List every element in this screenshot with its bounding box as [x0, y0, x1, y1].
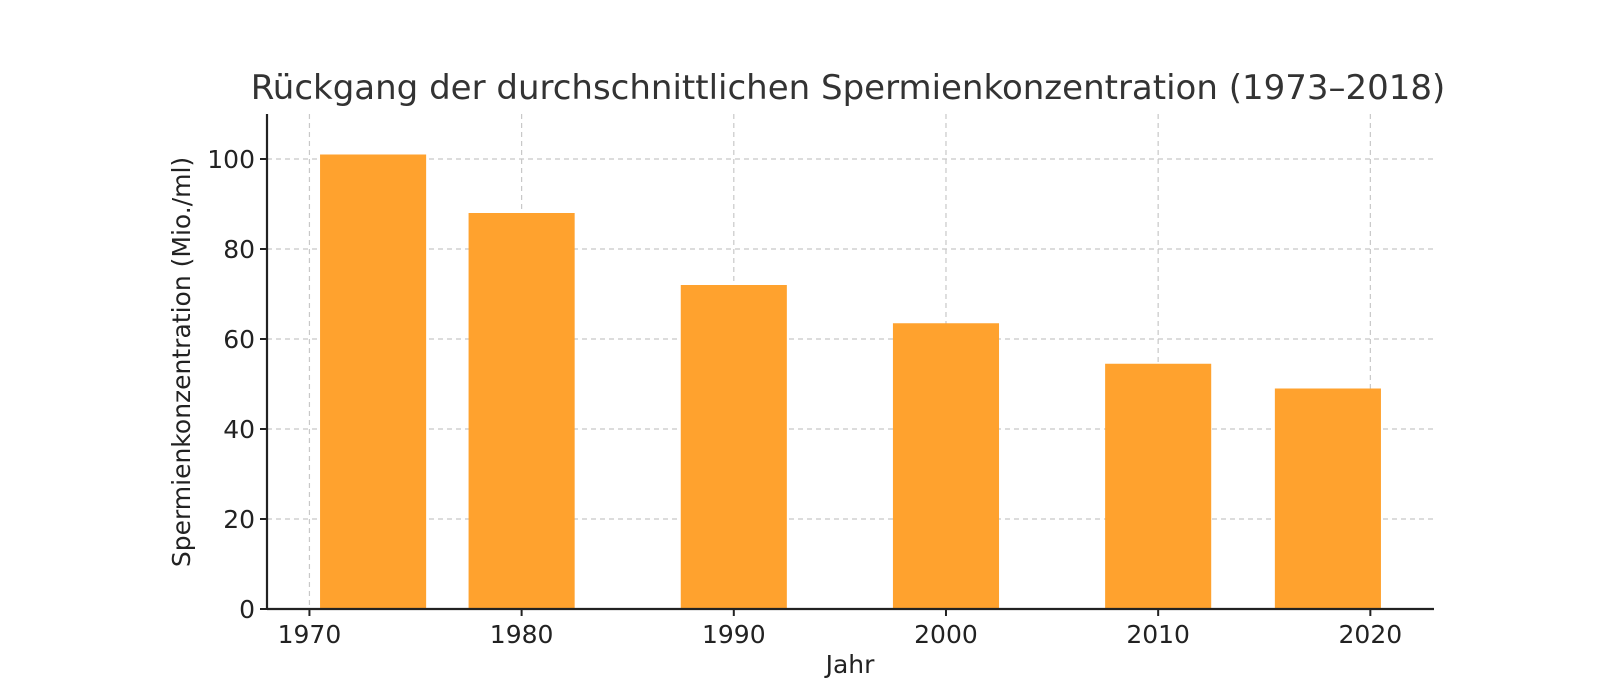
- bar: [1105, 363, 1212, 609]
- y-tick-label: 100: [207, 145, 255, 174]
- y-axis-label: Spermienkonzentration (Mio./ml): [167, 157, 196, 567]
- x-tick-label: 1990: [702, 620, 766, 649]
- x-tick-label: 1970: [278, 620, 342, 649]
- x-tick-label: 2000: [914, 620, 978, 649]
- bars: [320, 154, 1381, 609]
- y-tick-label: 60: [223, 325, 255, 354]
- y-tick-label: 0: [239, 595, 255, 624]
- x-tick-label: 2010: [1126, 620, 1190, 649]
- grid: [267, 114, 1434, 609]
- y-tick-label: 20: [223, 505, 255, 534]
- x-tick-label: 2020: [1339, 620, 1403, 649]
- x-tick-label: 1980: [490, 620, 554, 649]
- ticks: 1970 1980 1990 2000 2010 2020 0 20 40 60 80 100: [207, 145, 1402, 649]
- y-tick-label: 40: [223, 415, 255, 444]
- bar: [892, 323, 1000, 609]
- x-axis-label: Jahr: [824, 650, 876, 678]
- bar: [1274, 388, 1381, 609]
- axes: [265, 114, 1434, 611]
- bar: [468, 213, 575, 609]
- y-tick-label: 80: [223, 235, 255, 264]
- bar: [680, 285, 787, 609]
- chart-title: Rückgang der durchschnittlichen Spermien…: [251, 68, 1446, 108]
- bar: [320, 154, 427, 609]
